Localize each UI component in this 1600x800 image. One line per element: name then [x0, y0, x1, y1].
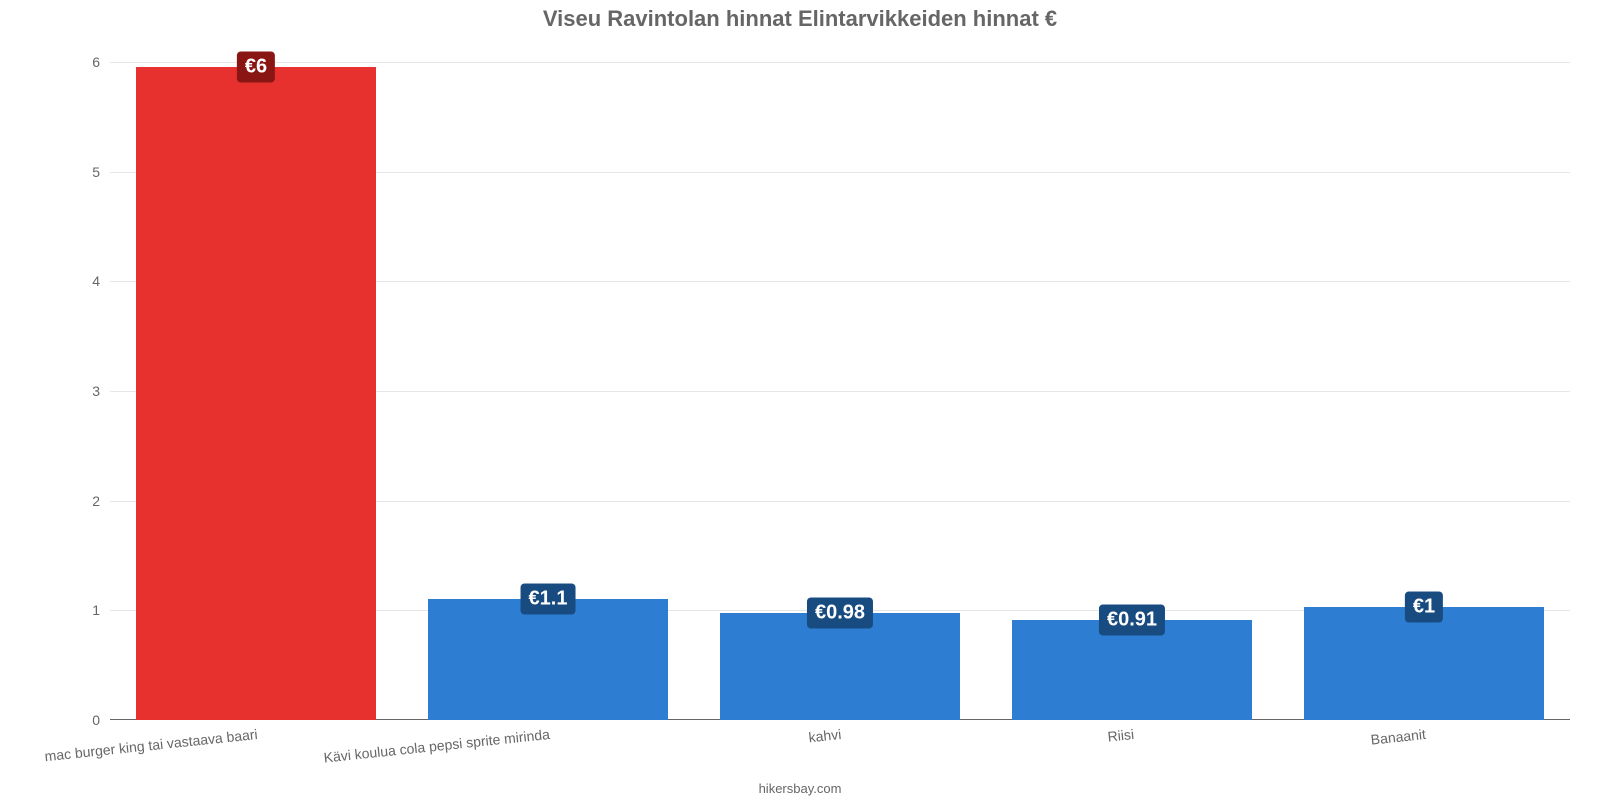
- y-tick-label: 5: [92, 164, 110, 180]
- y-tick-label: 3: [92, 383, 110, 399]
- bar-value-label: €1.1: [521, 584, 576, 615]
- grid-line: [110, 62, 1570, 63]
- chart-title: Viseu Ravintolan hinnat Elintarvikkeiden…: [0, 6, 1600, 32]
- attribution-text: hikersbay.com: [0, 781, 1600, 796]
- y-tick-label: 4: [92, 273, 110, 289]
- bar: €0.98: [720, 613, 959, 720]
- y-tick-label: 1: [92, 602, 110, 618]
- price-bar-chart: Viseu Ravintolan hinnat Elintarvikkeiden…: [0, 0, 1600, 800]
- bar: €6: [136, 67, 375, 720]
- y-tick-label: 0: [92, 712, 110, 728]
- bar: €1: [1304, 607, 1543, 720]
- y-tick-label: 2: [92, 493, 110, 509]
- bar-value-label: €6: [237, 52, 275, 83]
- x-tick-label: Banaanit: [1369, 720, 1426, 748]
- bar-value-label: €1: [1405, 592, 1443, 623]
- x-tick-label: mac burger king tai vastaava baari: [43, 720, 258, 764]
- x-tick-label: Riisi: [1106, 720, 1135, 745]
- y-tick-label: 6: [92, 54, 110, 70]
- plot-area: 0123456€6mac burger king tai vastaava ba…: [110, 40, 1570, 720]
- x-tick-label: kahvi: [807, 720, 842, 745]
- bar-value-label: €0.91: [1099, 605, 1165, 636]
- bar: €1.1: [428, 599, 667, 720]
- bar: €0.91: [1012, 620, 1251, 720]
- x-tick-label: Kävi koulua cola pepsi sprite mirinda: [322, 720, 550, 766]
- bar-value-label: €0.98: [807, 597, 873, 628]
